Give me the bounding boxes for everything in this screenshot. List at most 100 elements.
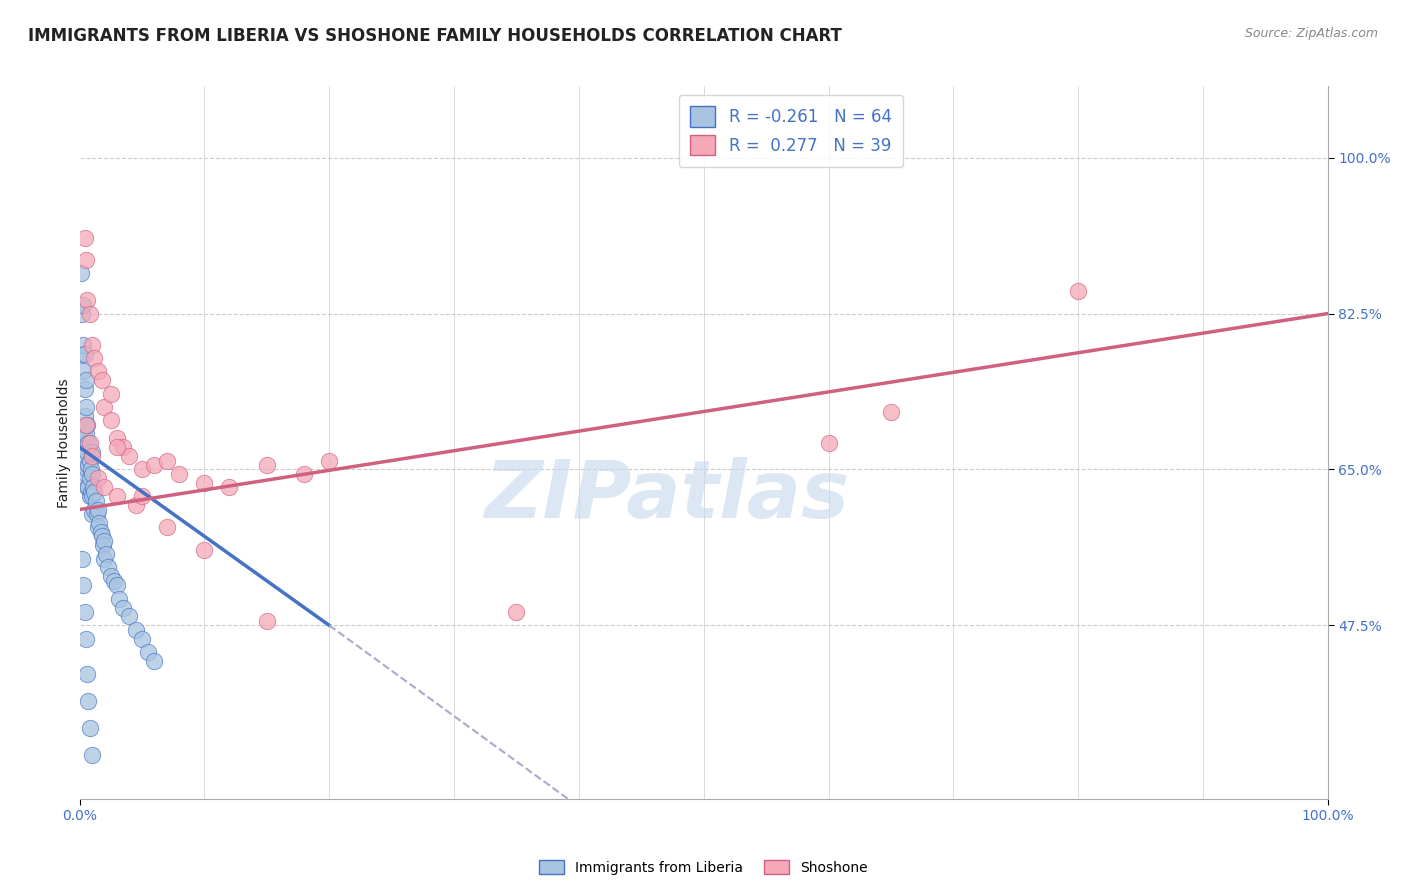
Point	[100, 569, 122, 583]
Point	[70, 306, 93, 320]
Point	[817, 435, 839, 450]
Point	[80, 462, 103, 476]
Point	[89, 516, 111, 530]
Point	[156, 520, 179, 534]
Point	[131, 462, 153, 476]
Point	[156, 453, 179, 467]
Point	[97, 560, 120, 574]
Point	[118, 609, 141, 624]
Point	[72, 337, 94, 351]
Point	[72, 298, 94, 312]
Point	[73, 231, 96, 245]
Point	[73, 346, 96, 360]
Point	[73, 605, 96, 619]
Point	[75, 417, 97, 432]
Point	[93, 551, 115, 566]
Point	[125, 498, 148, 512]
Point	[91, 538, 114, 552]
Point	[169, 467, 191, 481]
Point	[318, 453, 340, 467]
Point	[80, 507, 103, 521]
Point	[70, 346, 93, 360]
Point	[87, 364, 110, 378]
Point	[100, 413, 122, 427]
Point	[93, 533, 115, 548]
Point	[75, 253, 97, 268]
Point	[103, 574, 125, 588]
Point	[218, 480, 240, 494]
Point	[86, 507, 108, 521]
Point	[77, 458, 100, 472]
Point	[82, 480, 104, 494]
Point	[75, 400, 97, 414]
Point	[76, 444, 98, 458]
Point	[91, 373, 114, 387]
Point	[505, 605, 527, 619]
Point	[100, 386, 122, 401]
Point	[112, 440, 135, 454]
Point	[112, 600, 135, 615]
Text: ZIPatlas: ZIPatlas	[484, 458, 849, 535]
Point	[143, 654, 166, 668]
Point	[75, 467, 97, 481]
Point	[79, 489, 101, 503]
Point	[256, 458, 278, 472]
Point	[105, 440, 128, 454]
Point	[108, 591, 131, 606]
Legend: R = -0.261   N = 64, R =  0.277   N = 39: R = -0.261 N = 64, R = 0.277 N = 39	[679, 95, 904, 167]
Point	[77, 480, 100, 494]
Point	[105, 431, 128, 445]
Point	[90, 524, 112, 539]
Point	[76, 667, 98, 681]
Point	[1067, 285, 1090, 299]
Point	[76, 417, 98, 432]
Point	[79, 721, 101, 735]
Point	[76, 293, 98, 308]
Point	[70, 551, 93, 566]
Point	[73, 431, 96, 445]
Point	[105, 489, 128, 503]
Point	[72, 364, 94, 378]
Point	[73, 409, 96, 423]
Point	[87, 471, 110, 485]
Point	[125, 623, 148, 637]
Point	[83, 351, 105, 365]
Text: IMMIGRANTS FROM LIBERIA VS SHOSHONE FAMILY HOUSEHOLDS CORRELATION CHART: IMMIGRANTS FROM LIBERIA VS SHOSHONE FAMI…	[28, 27, 842, 45]
Point	[143, 458, 166, 472]
Point	[87, 520, 110, 534]
Point	[87, 502, 110, 516]
Legend: Immigrants from Liberia, Shoshone: Immigrants from Liberia, Shoshone	[533, 855, 873, 880]
Point	[72, 578, 94, 592]
Point	[80, 337, 103, 351]
Point	[75, 632, 97, 646]
Point	[80, 489, 103, 503]
Point	[91, 529, 114, 543]
Point	[80, 484, 103, 499]
Y-axis label: Family Households: Family Households	[58, 378, 72, 508]
Point	[80, 449, 103, 463]
Point	[73, 382, 96, 396]
Point	[80, 444, 103, 458]
Point	[77, 694, 100, 708]
Point	[77, 435, 100, 450]
Point	[79, 453, 101, 467]
Point	[292, 467, 315, 481]
Point	[256, 614, 278, 628]
Point	[80, 467, 103, 481]
Point	[83, 484, 105, 499]
Point	[83, 502, 105, 516]
Point	[105, 578, 128, 592]
Point	[118, 449, 141, 463]
Point	[84, 493, 107, 508]
Point	[80, 747, 103, 762]
Point	[76, 480, 98, 494]
Point	[193, 475, 215, 490]
Point	[79, 435, 101, 450]
Point	[136, 645, 159, 659]
Point	[193, 542, 215, 557]
Point	[131, 632, 153, 646]
Point	[94, 547, 117, 561]
Point	[79, 471, 101, 485]
Point	[69, 267, 91, 281]
Point	[93, 480, 115, 494]
